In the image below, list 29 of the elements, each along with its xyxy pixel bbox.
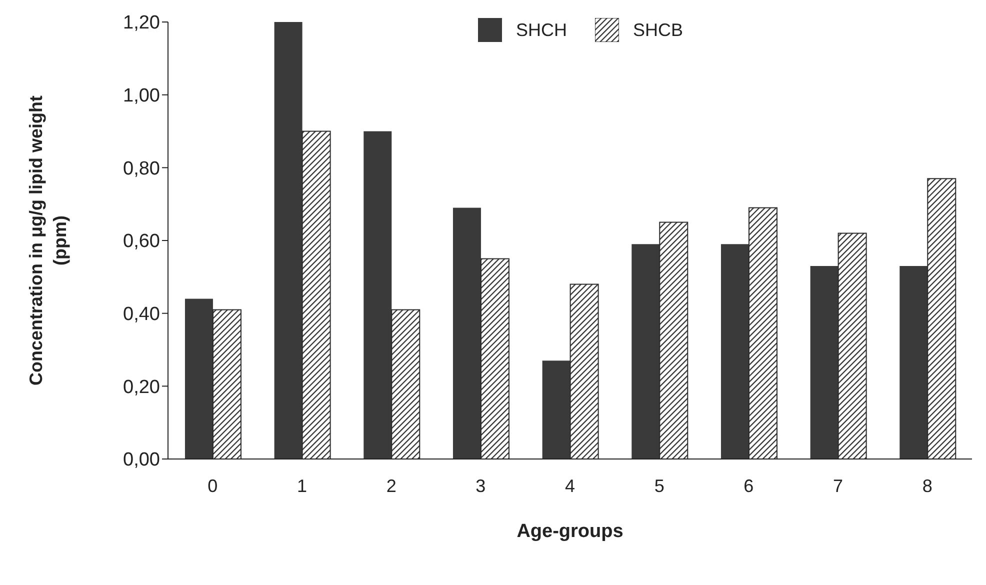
x-tick-label: 6 (744, 476, 754, 496)
y-tick-label: 1,20 (123, 12, 160, 34)
bar (900, 266, 928, 459)
x-tick-label: 4 (564, 476, 576, 496)
x-axis-title: Age-groups (516, 521, 624, 542)
bar (452, 208, 481, 459)
x-tick-label: 5 (654, 476, 664, 496)
x-tick-label: 8 (922, 476, 932, 496)
bar (184, 298, 213, 459)
x-tick-label: 1 (296, 476, 308, 496)
y-tick-label: 1,00 (123, 86, 160, 107)
y-axis-title: Concentration in μg/g lipid weight (ppm) (26, 96, 70, 386)
x-tick-label: 2 (386, 476, 396, 496)
bar (274, 22, 302, 459)
y-tick-label: 0,00 (123, 450, 160, 471)
y-tick-label: 0,80 (123, 158, 160, 180)
y-tick-label: 0,60 (123, 231, 160, 252)
legend-label: SHCH (516, 20, 568, 40)
bar (364, 131, 392, 459)
x-tick-label: 3 (476, 476, 486, 496)
bar (720, 244, 749, 459)
y-tick-label: 0,40 (123, 304, 160, 326)
x-tick-label: 0 (208, 476, 218, 496)
bar (632, 244, 660, 459)
legend-label: SHCB (633, 20, 684, 40)
x-tick-label: 7 (832, 476, 844, 496)
y-tick-label: 0,20 (123, 376, 160, 398)
bar (542, 360, 570, 459)
bar (810, 266, 838, 459)
